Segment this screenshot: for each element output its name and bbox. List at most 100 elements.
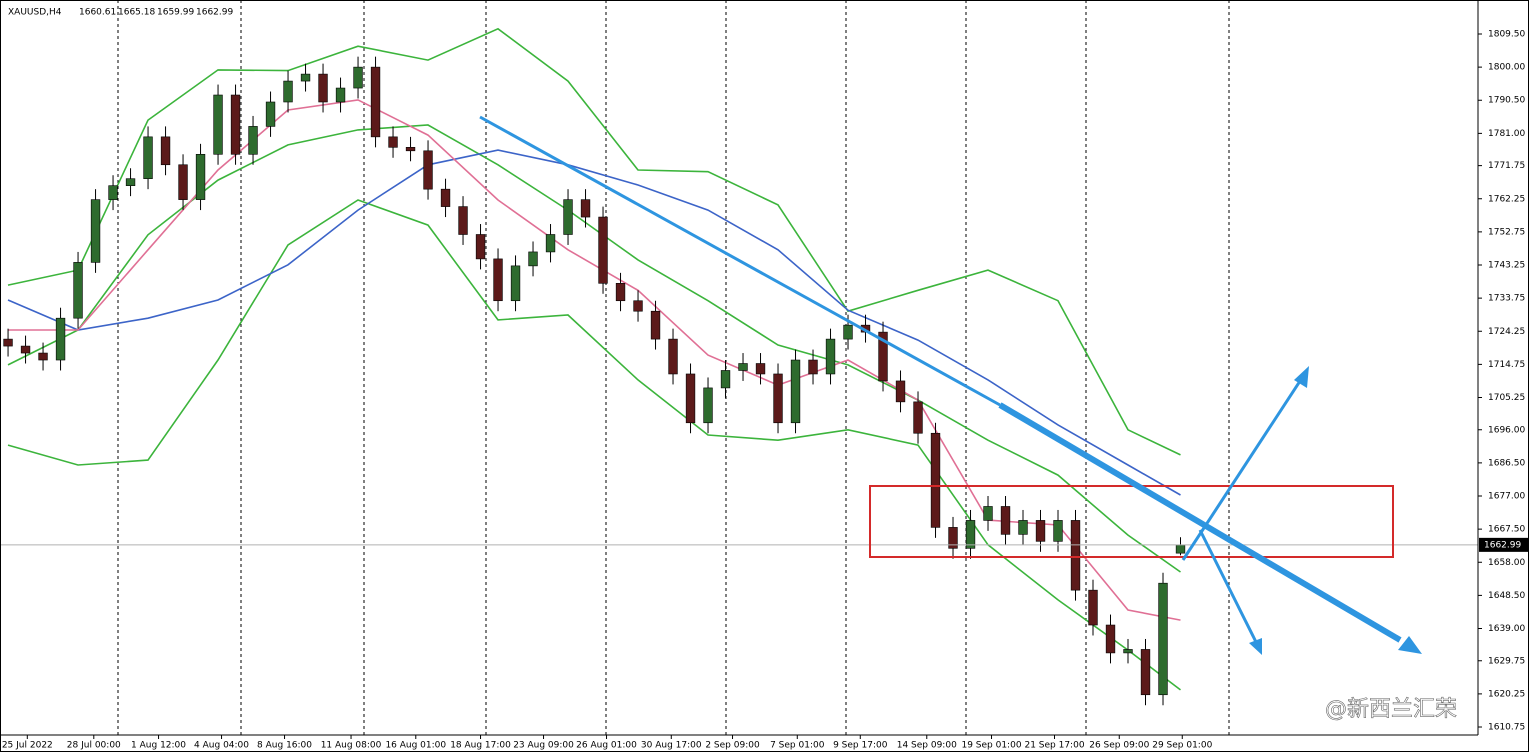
candle-body xyxy=(178,164,188,200)
candle-body xyxy=(20,345,31,354)
y-tick-label: 1705.25 xyxy=(1488,393,1525,403)
last-price-label: 1662.99 xyxy=(1484,540,1521,550)
x-tick-label: 26 Sep 09:00 xyxy=(1089,741,1149,751)
x-tick-label: 14 Sep 09:00 xyxy=(897,741,957,751)
candle-body xyxy=(598,216,608,284)
candle-body xyxy=(265,101,276,127)
candle-body xyxy=(55,317,66,361)
x-tick-label: 4 Aug 04:00 xyxy=(194,741,249,751)
candle-body xyxy=(143,136,153,180)
candle-body xyxy=(615,283,626,302)
indicator-line xyxy=(7,27,1181,456)
y-tick-label: 1686.50 xyxy=(1488,458,1525,468)
up-arrow xyxy=(1181,377,1304,561)
y-tick-label: 1667.50 xyxy=(1488,525,1525,535)
y-tick-label: 1696.00 xyxy=(1488,425,1525,435)
y-tick-label: 1733.75 xyxy=(1488,294,1525,304)
candle-body xyxy=(230,94,241,155)
plot xyxy=(0,27,1478,706)
down-arrow xyxy=(1198,529,1258,643)
candle-body xyxy=(1018,520,1028,535)
candle-body xyxy=(90,199,101,263)
y-tick-label: 1790.50 xyxy=(1488,96,1525,106)
symbol-title: XAUUSD,H4 xyxy=(8,8,62,18)
candle-body xyxy=(440,188,451,207)
x-tick-label: 16 Aug 01:00 xyxy=(385,741,446,751)
candle-body xyxy=(738,363,748,371)
candle-body xyxy=(1000,506,1011,535)
candle-body xyxy=(965,520,976,549)
header-close: 1662.99 xyxy=(196,8,233,18)
candle-body xyxy=(808,359,818,375)
candle-body xyxy=(160,136,171,166)
candle-body xyxy=(895,380,906,403)
indicator-line xyxy=(7,149,1181,496)
candle-body xyxy=(790,359,801,424)
y-tick-label: 1610.75 xyxy=(1488,723,1525,733)
candle-body xyxy=(3,338,13,347)
candle-body xyxy=(878,331,888,382)
candle-body xyxy=(703,387,713,424)
candle-body xyxy=(580,199,591,218)
candle-body xyxy=(108,185,118,200)
range-box xyxy=(869,485,1394,558)
candle-body xyxy=(405,147,416,152)
y-tick-label: 1771.75 xyxy=(1488,161,1525,171)
y-tick-label: 1781.00 xyxy=(1488,129,1525,139)
y-tick-label: 1629.75 xyxy=(1488,656,1525,666)
arrow-head xyxy=(1398,636,1422,654)
candle-body xyxy=(1053,520,1063,542)
candle-body xyxy=(650,310,661,340)
watermark: @新西兰汇荣 xyxy=(1325,697,1457,722)
candle-body xyxy=(195,153,206,200)
x-tick-label: 9 Sep 17:00 xyxy=(833,741,888,751)
y-tick-label: 1809.50 xyxy=(1488,29,1525,39)
candle-body xyxy=(493,258,503,302)
candle-body xyxy=(475,234,486,260)
header-open: 1660.61 xyxy=(79,8,116,18)
candle-body xyxy=(388,136,398,148)
candle-body xyxy=(38,352,48,361)
x-tick-label: 11 Aug 08:00 xyxy=(321,741,382,751)
candle-body xyxy=(913,401,923,434)
candle-body xyxy=(125,178,136,186)
trend-line xyxy=(479,115,1001,407)
y-tick-label: 1658.00 xyxy=(1488,558,1525,568)
x-tick-label: 23 Aug 09:00 xyxy=(513,741,574,751)
candle-body xyxy=(773,373,783,424)
candle-body xyxy=(1070,520,1081,591)
x-tick-label: 8 Aug 16:00 xyxy=(257,741,312,751)
last-price-box xyxy=(1479,537,1529,552)
x-tick-label: 29 Sep 01:00 xyxy=(1152,741,1212,751)
candle-body xyxy=(510,265,521,302)
candle-body xyxy=(370,66,381,138)
x-tick-label: 1 Aug 12:00 xyxy=(131,741,186,751)
candle-body xyxy=(283,80,293,103)
arrow-head xyxy=(1294,366,1309,388)
candle-body xyxy=(545,234,556,253)
candle-body xyxy=(423,150,433,190)
candle-body xyxy=(633,300,643,312)
candle-body xyxy=(1088,589,1098,626)
candle-body xyxy=(248,126,258,155)
candle-body xyxy=(528,251,538,267)
candle-body xyxy=(1158,582,1168,696)
candle-body xyxy=(213,94,223,155)
candle-body xyxy=(73,262,83,319)
candle-body xyxy=(353,66,363,89)
candle-body xyxy=(300,73,311,82)
candle-body xyxy=(1123,649,1133,654)
y-tick-label: 1752.75 xyxy=(1488,227,1525,237)
candle-body xyxy=(825,338,836,375)
trend-line xyxy=(998,402,1402,643)
x-tick-label: 18 Aug 17:00 xyxy=(450,741,511,751)
candle-body xyxy=(563,199,573,235)
candle-body xyxy=(930,432,941,528)
annotations xyxy=(479,115,1422,655)
candle-body xyxy=(318,73,328,103)
candle-body xyxy=(843,324,853,340)
y-tick-label: 1620.25 xyxy=(1488,689,1525,699)
